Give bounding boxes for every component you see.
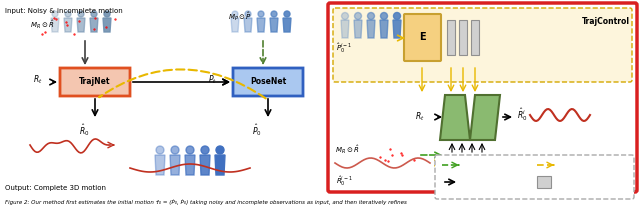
FancyBboxPatch shape (233, 68, 303, 96)
Bar (537, 176, 551, 188)
Text: Output: Complete 3D motion: Output: Complete 3D motion (5, 185, 106, 191)
Circle shape (78, 11, 84, 17)
Text: $R_t$: $R_t$ (33, 74, 43, 86)
Text: $\hat{P}_0$: $\hat{P}_0$ (252, 122, 262, 138)
Polygon shape (51, 18, 59, 32)
Polygon shape (231, 18, 239, 32)
Circle shape (342, 13, 349, 20)
Circle shape (284, 11, 290, 17)
Circle shape (355, 13, 362, 20)
Polygon shape (367, 20, 375, 38)
Text: TrajControl: TrajControl (582, 17, 630, 26)
Circle shape (394, 13, 401, 20)
Circle shape (381, 13, 387, 20)
Circle shape (258, 11, 264, 17)
Circle shape (171, 146, 179, 154)
Polygon shape (215, 155, 225, 175)
Text: TrajNet: TrajNet (79, 78, 111, 86)
Text: Input: Noisy & incomplete motion: Input: Noisy & incomplete motion (5, 8, 123, 14)
Polygon shape (64, 18, 72, 32)
Text: $M_R \odot \hat{R}$: $M_R \odot \hat{R}$ (30, 18, 54, 31)
FancyBboxPatch shape (435, 155, 634, 199)
Circle shape (156, 146, 164, 154)
Polygon shape (283, 18, 291, 32)
Text: $\hat{R}_0^i$: $\hat{R}_0^i$ (517, 106, 527, 124)
Polygon shape (170, 155, 180, 175)
Text: Figure 2: Our method first estimates the initial motion τ̂₀ = (Ṗ̂₀, Ṗ̂₀) taking : Figure 2: Our method first estimates the… (5, 199, 407, 205)
Text: PoseNet: PoseNet (250, 78, 286, 86)
Polygon shape (470, 95, 500, 140)
FancyArrowPatch shape (99, 69, 266, 98)
Bar (459, 20, 467, 55)
Text: $R_t$: $R_t$ (415, 111, 425, 123)
Bar (447, 20, 455, 55)
Circle shape (367, 13, 374, 20)
Circle shape (52, 11, 58, 17)
Polygon shape (440, 95, 470, 140)
Polygon shape (185, 155, 195, 175)
Polygon shape (354, 20, 362, 38)
Polygon shape (103, 18, 111, 32)
Polygon shape (77, 18, 85, 32)
Polygon shape (90, 18, 98, 32)
FancyBboxPatch shape (60, 68, 130, 96)
Polygon shape (155, 155, 165, 175)
FancyBboxPatch shape (404, 14, 441, 61)
Text: $\hat{P}_0^{i-1}$: $\hat{P}_0^{i-1}$ (336, 42, 352, 55)
Text: E: E (419, 33, 426, 43)
Circle shape (65, 11, 71, 17)
Bar (471, 20, 479, 55)
Polygon shape (341, 20, 349, 38)
Circle shape (271, 11, 277, 17)
Circle shape (245, 11, 251, 17)
Polygon shape (270, 18, 278, 32)
Text: $M_R \odot \hat{R}$: $M_R \odot \hat{R}$ (335, 143, 360, 155)
Circle shape (104, 11, 110, 17)
Text: TrajNet: TrajNet (593, 173, 625, 182)
Text: For all iterations: For all iterations (461, 180, 512, 184)
Text: Iteration i=1: Iteration i=1 (461, 163, 500, 167)
Text: $\hat{R}_0$: $\hat{R}_0$ (79, 122, 89, 138)
Polygon shape (393, 20, 401, 38)
Circle shape (216, 146, 224, 154)
FancyBboxPatch shape (333, 8, 632, 82)
Polygon shape (257, 18, 265, 32)
Text: 1D 1x1 conv: 1D 1x1 conv (556, 180, 595, 184)
FancyBboxPatch shape (328, 3, 637, 192)
Polygon shape (200, 155, 210, 175)
Circle shape (201, 146, 209, 154)
Text: $P_t$: $P_t$ (208, 74, 217, 86)
Text: $M_P \odot \hat{P}$: $M_P \odot \hat{P}$ (228, 10, 252, 23)
Text: Iteration i>1: Iteration i>1 (556, 163, 596, 167)
Circle shape (186, 146, 194, 154)
Polygon shape (380, 20, 388, 38)
Polygon shape (244, 18, 252, 32)
Circle shape (91, 11, 97, 17)
Text: $\hat{R}_0^{i-1}$: $\hat{R}_0^{i-1}$ (336, 175, 353, 188)
Circle shape (232, 11, 238, 17)
